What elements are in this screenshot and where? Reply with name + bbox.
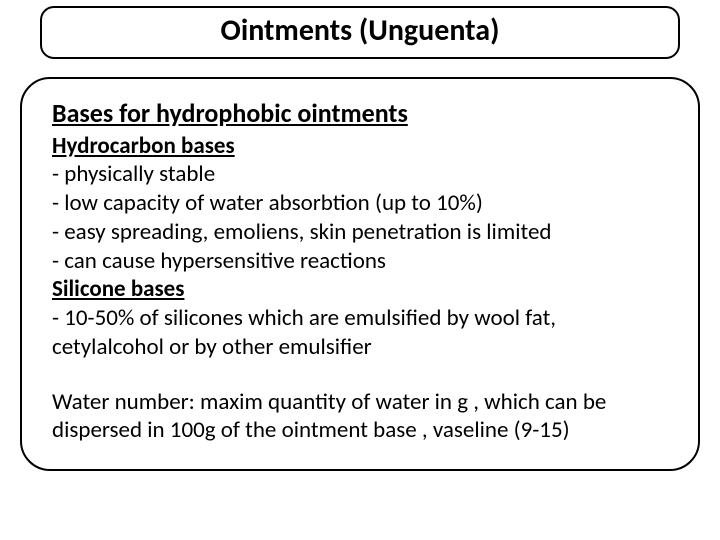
content-box: Bases for hydrophobic ointments Hydrocar… — [20, 77, 700, 471]
slide-container: Ointments (Unguenta) Bases for hydrophob… — [0, 0, 720, 540]
bullet-line: - physically stable — [52, 160, 668, 189]
page-title: Ointments (Unguenta) — [82, 14, 638, 47]
bullet-line: - easy spreading, emoliens, skin penetra… — [52, 218, 668, 247]
bullet-line: - can cause hypersensitive reactions — [52, 247, 668, 276]
title-box: Ointments (Unguenta) — [40, 6, 680, 59]
spacer — [52, 362, 668, 388]
bullet-line: - 10-50% of silicones which are emulsifi… — [52, 304, 668, 362]
bullet-line: - low capacity of water absorbtion (up t… — [52, 189, 668, 218]
section-heading-silicone: Silicone bases — [52, 275, 668, 304]
footer-line: Water number: maxim quantity of water in… — [52, 388, 668, 446]
section-heading-hydrocarbon: Hydrocarbon bases — [52, 132, 668, 161]
main-heading: Bases for hydrophobic ointments — [52, 97, 668, 130]
